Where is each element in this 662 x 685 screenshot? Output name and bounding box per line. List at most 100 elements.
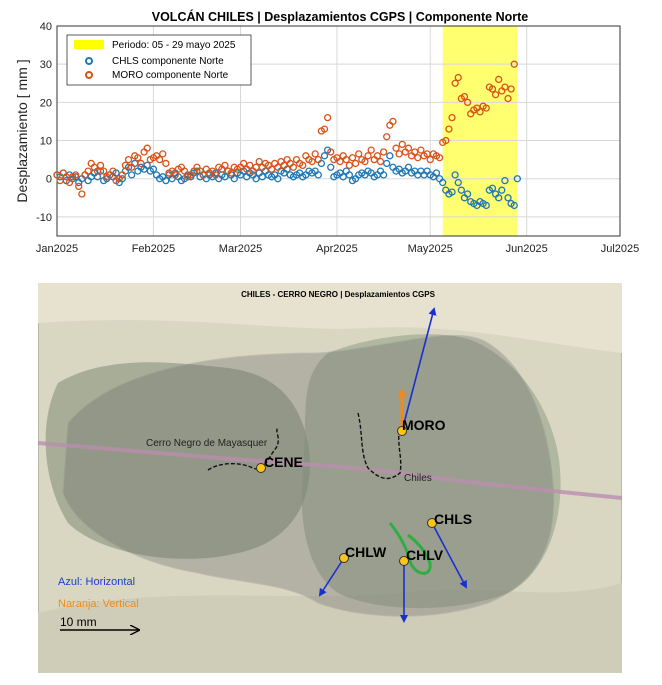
data-point-moro [180, 167, 189, 175]
data-point-moro [460, 92, 469, 101]
data-point-chls [320, 152, 329, 160]
data-point-chls [221, 173, 229, 181]
data-point-moro [199, 171, 207, 179]
data-point-chls [501, 176, 509, 185]
data-point-moro [398, 140, 406, 149]
legend-vertical-note: Naranja: Vertical [58, 598, 139, 610]
trail-moro [357, 412, 402, 480]
y-tick-label: 20 [40, 97, 52, 109]
data-point-moro [118, 171, 126, 179]
data-point-moro [345, 161, 354, 170]
data-point-chls [513, 175, 522, 183]
y-tick-label: 40 [40, 21, 52, 33]
x-axis: Jan2025 Feb2025 Mar2025 Apr2025 May2025 Jun20… [36, 243, 639, 255]
station-label-chls: CHLS [434, 511, 472, 527]
data-point-moro [100, 167, 108, 175]
data-point-chls [314, 171, 322, 179]
data-point-moro [389, 117, 397, 126]
data-point-chls [327, 163, 335, 171]
data-point-moro [376, 157, 385, 166]
data-point-moro [414, 154, 422, 162]
monitoring-zone [62, 334, 555, 617]
forest-area-west [45, 362, 310, 559]
data-point-chls [149, 165, 158, 173]
y-tick-label: 30 [40, 59, 52, 71]
y-tick-label: 10 [40, 136, 52, 148]
data-point-moro [311, 150, 319, 158]
data-point-chls [482, 201, 490, 210]
data-point-moro [274, 163, 282, 171]
data-point-moro [411, 148, 419, 156]
data-point-moro [239, 159, 248, 168]
data-point-moro [395, 150, 403, 158]
data-point-moro [361, 157, 369, 166]
data-point-moro [367, 146, 375, 154]
y-tick-label: 0 [46, 174, 52, 186]
data-point-moro [488, 85, 497, 93]
terrain-north [38, 283, 622, 353]
data-point-moro [327, 148, 335, 156]
data-point-chls [386, 152, 394, 160]
period-band [442, 26, 518, 236]
data-point-moro [255, 157, 263, 166]
data-point-moro [355, 150, 363, 158]
data-point-chls [274, 175, 282, 183]
station-marker-chls [427, 518, 437, 528]
data-point-chls [193, 167, 201, 175]
data-point-moro [491, 91, 500, 99]
y-axis-label: Desplazamiento [ mm ] [14, 59, 30, 202]
data-point-moro [336, 157, 344, 166]
displacement-map: CHILES - CERRO NEGRO | Desplazamientos C… [38, 283, 622, 673]
data-point-chls [143, 161, 151, 170]
y-axis: -10 0 10 20 30 40 [36, 21, 52, 224]
data-point-moro [75, 182, 83, 191]
map-title: CHILES - CERRO NEGRO | Desplazamientos C… [241, 290, 435, 299]
data-point-moro [137, 159, 145, 168]
data-point-moro [280, 161, 288, 170]
data-point-chls [495, 194, 503, 202]
data-point-moro [417, 146, 425, 154]
data-point-moro [448, 113, 456, 122]
data-point-chls [258, 173, 266, 181]
data-point-moro [124, 155, 133, 164]
data-point-moro [342, 155, 350, 164]
data-point-chls [432, 169, 441, 177]
data-point-moro [323, 113, 332, 122]
legend: Periodo: 05 - 29 mayo 2025 CHLS componen… [66, 34, 252, 86]
station-label-chlw: CHLW [345, 544, 387, 560]
station-marker-moro [397, 426, 407, 436]
data-point-chls [230, 175, 238, 183]
data-point-chls [504, 194, 512, 202]
x-tick-label: Jun2025 [506, 243, 548, 255]
place-label-cerro-negro: Cerro Negro de Mayasquer [146, 438, 268, 449]
data-point-moro [373, 152, 382, 160]
terrain-south [38, 583, 622, 673]
scale-label: 10 mm [60, 615, 97, 629]
plot-frame [56, 25, 621, 237]
x-tick-label: May2025 [408, 243, 453, 255]
station-label-cene: CENE [264, 454, 303, 470]
data-point-chls [339, 173, 347, 181]
data-point-chls [463, 190, 472, 198]
data-point-moro [445, 125, 453, 133]
data-point-moro [476, 108, 484, 116]
data-point-moro [454, 73, 462, 82]
legend-period-swatch [74, 40, 104, 49]
data-point-chls [457, 186, 466, 194]
data-point-moro [308, 157, 316, 166]
data-point-moro [510, 60, 518, 68]
data-point-chls [451, 171, 459, 179]
data-point-moro [482, 104, 490, 112]
station-marker-chlv [399, 556, 409, 566]
data-point-chls [345, 171, 354, 179]
data-point-moro [267, 165, 276, 173]
data-point-moro [56, 176, 64, 185]
data-point-moro [155, 155, 164, 164]
data-point-moro [320, 125, 329, 133]
border-road [38, 441, 622, 500]
station-marker-chlw [339, 553, 349, 563]
data-point-chls [162, 176, 170, 185]
trail-cene [207, 427, 279, 471]
data-point-moro [504, 94, 512, 103]
data-point-moro [426, 155, 434, 164]
